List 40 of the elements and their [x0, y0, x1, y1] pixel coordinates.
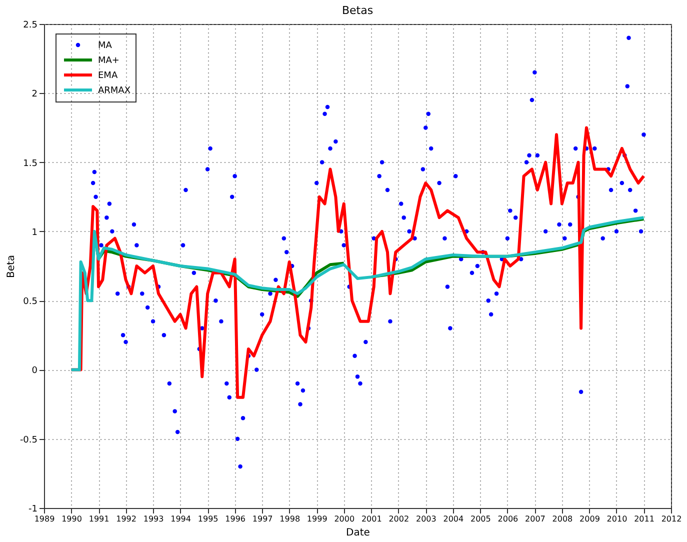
y-tick-label: 0 — [32, 366, 38, 376]
x-tick-label: 2003 — [416, 514, 436, 524]
x-tick-label: 2010 — [606, 514, 628, 524]
y-axis-title: Beta — [6, 254, 17, 278]
x-tick-label: 1999 — [306, 514, 328, 524]
x-tick-label: 2011 — [634, 514, 654, 524]
x-tick-label: 1990 — [62, 514, 82, 524]
x-tick-label: 2005 — [470, 514, 491, 524]
y-tick-label: 0.5 — [23, 297, 38, 308]
x-tick-label: 1997 — [252, 514, 273, 524]
x-tick-label: 1995 — [198, 514, 218, 524]
y-tick-label: 1 — [32, 228, 38, 238]
x-tick-label: 1989 — [34, 514, 55, 524]
x-axis-title: Date — [346, 528, 370, 538]
x-tick-label: 2002 — [388, 514, 410, 524]
y-tick-label: -0.5 — [20, 435, 38, 446]
x-tick-label: 2004 — [443, 514, 464, 524]
y-tick-label: 2.5 — [23, 20, 38, 30]
legend-label: MA+ — [98, 56, 120, 66]
y-tick-label: 1.5 — [23, 158, 38, 169]
x-tick-label: 2000 — [334, 514, 355, 524]
legend-label: ARMAX — [98, 86, 130, 96]
y-tick-label: -1 — [28, 504, 38, 514]
legend-label: MA — [98, 41, 113, 51]
x-tick-label: 1996 — [225, 514, 246, 524]
x-tick-label: 2001 — [361, 514, 382, 524]
x-tick-label: 1991 — [88, 514, 110, 524]
chart-title: Betas — [342, 4, 374, 17]
x-tick-label: 1994 — [170, 514, 191, 524]
x-tick-label: 1993 — [143, 514, 164, 524]
x-tick-label: 1998 — [280, 514, 300, 524]
y-tick-label: 2 — [32, 90, 38, 100]
x-tick-label: 2007 — [525, 514, 546, 524]
x-tick-label: 2012 — [661, 514, 682, 524]
line-series — [70, 216, 646, 372]
x-tick-label: 2006 — [498, 514, 518, 524]
x-tick-label: 1992 — [116, 514, 136, 524]
legend-label: EMA — [98, 71, 118, 81]
x-tick-label: 2008 — [552, 514, 573, 524]
x-tick-label: 2009 — [580, 514, 600, 524]
